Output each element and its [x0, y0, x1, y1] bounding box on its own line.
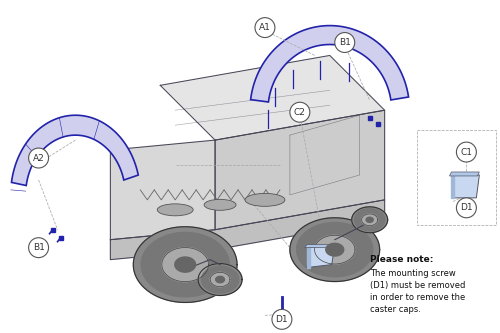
Text: A1: A1 — [259, 23, 271, 32]
Polygon shape — [296, 222, 373, 277]
Circle shape — [456, 198, 476, 218]
Polygon shape — [216, 276, 224, 283]
Circle shape — [456, 142, 476, 162]
Polygon shape — [134, 227, 237, 302]
Text: The mounting screw
(D1) must be removed
in order to remove the
caster caps.: The mounting screw (D1) must be removed … — [370, 269, 465, 314]
Ellipse shape — [245, 193, 285, 206]
Circle shape — [28, 148, 48, 168]
Polygon shape — [175, 257, 196, 272]
Polygon shape — [354, 209, 385, 231]
Polygon shape — [305, 245, 335, 248]
Text: Please note:: Please note: — [370, 255, 433, 264]
Polygon shape — [202, 266, 238, 293]
Text: C2: C2 — [294, 108, 306, 117]
Polygon shape — [314, 235, 355, 264]
Polygon shape — [110, 140, 215, 240]
Polygon shape — [307, 245, 335, 268]
Ellipse shape — [204, 199, 236, 210]
Circle shape — [255, 18, 275, 38]
Polygon shape — [215, 110, 384, 230]
Text: D1: D1 — [460, 203, 472, 212]
Polygon shape — [326, 243, 344, 256]
Polygon shape — [307, 248, 310, 268]
Circle shape — [28, 238, 48, 258]
Text: B1: B1 — [32, 243, 44, 252]
Polygon shape — [366, 217, 374, 222]
Circle shape — [335, 33, 354, 53]
Polygon shape — [450, 172, 480, 176]
Circle shape — [272, 309, 292, 329]
Circle shape — [290, 102, 310, 122]
Polygon shape — [110, 200, 384, 260]
Text: C1: C1 — [460, 148, 472, 157]
Polygon shape — [141, 232, 230, 297]
Polygon shape — [162, 247, 208, 282]
Polygon shape — [352, 207, 388, 233]
Text: D1: D1 — [276, 315, 288, 324]
Polygon shape — [452, 175, 479, 198]
Polygon shape — [290, 218, 380, 281]
Polygon shape — [362, 214, 378, 225]
Polygon shape — [452, 175, 454, 198]
Text: A2: A2 — [32, 154, 44, 163]
Text: B1: B1 — [339, 38, 350, 47]
Polygon shape — [160, 56, 384, 140]
Polygon shape — [198, 264, 242, 295]
Polygon shape — [12, 115, 138, 185]
Polygon shape — [250, 26, 408, 102]
Ellipse shape — [158, 204, 193, 216]
Polygon shape — [210, 272, 230, 287]
